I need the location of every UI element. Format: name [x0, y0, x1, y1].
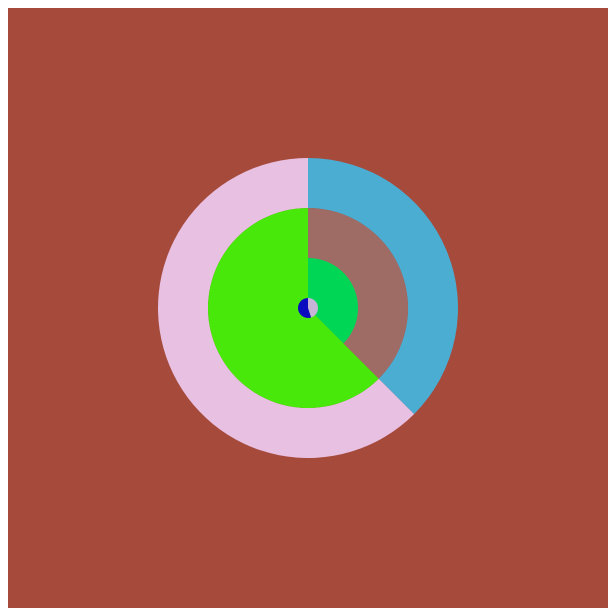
pie-slice [297, 298, 312, 319]
pie-slice [308, 208, 408, 379]
pie-slice [308, 298, 318, 318]
pie-slice [308, 158, 458, 415]
pie-slice [157, 158, 415, 459]
pie-slice [308, 258, 359, 344]
